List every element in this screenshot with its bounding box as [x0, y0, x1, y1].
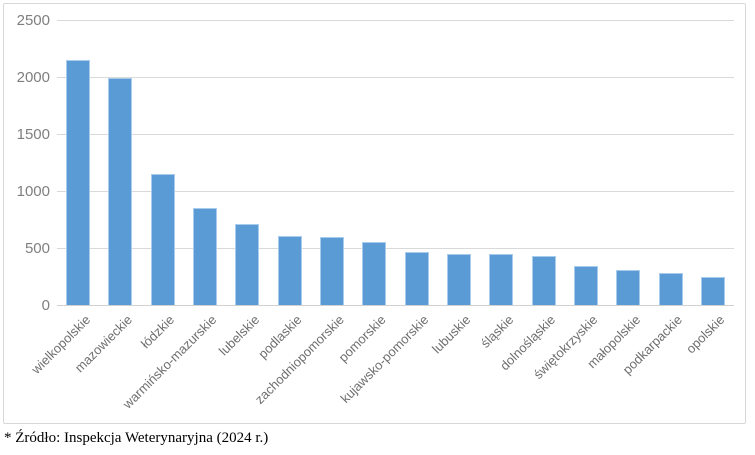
source-note: * Źródło: Inspekcja Weterynaryjna (2024 … [4, 430, 269, 446]
bar-opolskie [700, 276, 725, 305]
y-tick-label-1000: 1000 [16, 183, 50, 200]
bar-świętokrzyskie [573, 266, 598, 305]
bar-podlaskie [277, 236, 302, 305]
y-tick-label-1500: 1500 [16, 126, 50, 143]
bar-lubuskie [446, 254, 471, 305]
bar-pomorskie [362, 241, 387, 305]
bar-mazowieckie [108, 78, 133, 305]
bar-wielkopolskie [66, 59, 91, 305]
bar-podkarpackie [658, 272, 683, 305]
x-axis-label-śląskie: śląskie [477, 312, 516, 351]
bar-dolnośląskie [531, 255, 556, 305]
bar-małopolskie [616, 269, 641, 305]
gridline-2500 [57, 20, 734, 21]
gridline-1000 [57, 191, 734, 192]
gridline-1500 [57, 134, 734, 135]
y-tick-label-500: 500 [24, 240, 50, 257]
bar-chart: 0 500 1000 1500 2000 2500 wielkopolskie mazowie… [3, 3, 746, 424]
bar-warmińsko-mazurskie [193, 207, 218, 305]
plot-area [57, 20, 734, 306]
bar-lubelskie [235, 223, 260, 305]
bar-śląskie [489, 254, 514, 305]
x-axis-label-lubuskie: lubuskie [429, 312, 474, 357]
bar-zachodniopomorskie [320, 237, 345, 305]
y-tick-label-2500: 2500 [16, 12, 50, 29]
y-tick-label-2000: 2000 [16, 69, 50, 86]
bar-łódzkie [150, 173, 175, 305]
x-axis-label-opolskie: opolskie [683, 312, 728, 357]
gridline-2000 [57, 77, 734, 78]
bar-kujawsko-pomorskie [404, 252, 429, 305]
gridline-500 [57, 248, 734, 249]
x-axis-label-łódzkie: łódzkie [138, 312, 178, 352]
gridline-0 [57, 305, 734, 306]
y-tick-label-0: 0 [41, 297, 50, 314]
